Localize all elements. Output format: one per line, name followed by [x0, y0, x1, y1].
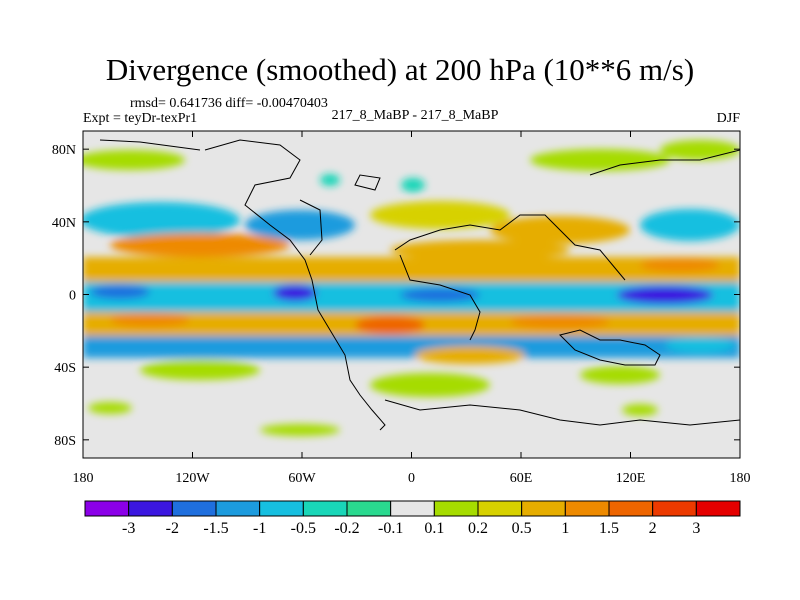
experiment-label: Expt = teyDr-texPr1: [83, 111, 198, 126]
field-patch: [370, 373, 490, 397]
colorbar: -3 -2 -1.5 -1 -0.5 -0.2 -0.1 0.1 0.2 0.5 1 1.5 2 3: [84, 500, 741, 537]
colorbar-swatch: [433, 500, 479, 517]
y-tick-label: 40N: [52, 216, 76, 231]
field-core: [355, 316, 425, 334]
y-tick-label: 80N: [52, 143, 76, 158]
colorbar-label: 2: [649, 520, 657, 537]
field-core: [110, 313, 190, 327]
colorbar-swatch: [259, 500, 304, 517]
colorbar-swatch: [608, 500, 654, 517]
north-coast: [99, 139, 201, 151]
coastlines: [99, 139, 740, 431]
colorbar-label: -1.5: [203, 520, 228, 537]
x-tick-label: 120W: [175, 471, 210, 486]
x-tick-label: 60W: [288, 471, 316, 486]
colorbar-swatch: [84, 500, 130, 517]
central-america-coast: [299, 199, 323, 256]
field-patch: [83, 150, 185, 170]
y-tick-label: 0: [69, 289, 76, 304]
x-tick-label: 0: [408, 471, 415, 486]
colorbar-label: 1: [561, 520, 569, 537]
island-coast: [354, 174, 381, 191]
axis-layer: 180 120W 60W 0 60E 120E 180 80N 40N 0 40S 80S: [52, 131, 751, 486]
x-tick-label: 60E: [510, 471, 533, 486]
colorbar-label: -0.2: [334, 520, 359, 537]
colorbar-swatch: [477, 500, 523, 517]
eurasia-south-coast: [394, 214, 626, 281]
colorbar-label: -2: [166, 520, 179, 537]
colorbar-swatch: [128, 500, 173, 517]
field-band-north-subtropics: [83, 257, 740, 283]
field-patch: [110, 233, 290, 257]
field-patch: [83, 202, 240, 238]
colorbar-label: 0.5: [512, 520, 532, 537]
field-patch: [140, 360, 260, 380]
field-patch: [660, 140, 740, 160]
field-patch: [401, 178, 425, 192]
chart-title: Divergence (smoothed) at 200 hPa (10**6 …: [105, 52, 695, 87]
field-patch: [622, 404, 658, 416]
colorbar-swatch: [346, 500, 392, 517]
colorbar-swatch: [564, 500, 610, 517]
field-patch: [640, 209, 740, 241]
field-patch: [530, 149, 670, 171]
field-patch: [245, 210, 355, 240]
colorbar-label: 1.5: [599, 520, 619, 537]
colorbar-swatch: [171, 500, 217, 517]
x-tick-label: 120E: [616, 471, 646, 486]
field-patch: [415, 346, 525, 364]
rmsd-diff-label: rmsd= 0.641736 diff= -0.00470403: [130, 96, 328, 111]
colorbar-label: -0.1: [378, 520, 403, 537]
colorbar-swatch: [695, 500, 741, 517]
field-core: [510, 315, 610, 329]
field-patch: [370, 201, 510, 229]
contour-field: [83, 140, 740, 436]
field-patch: [320, 174, 340, 186]
colorbar-label: 0.1: [424, 520, 444, 537]
colorbar-swatch: [302, 500, 348, 517]
field-core: [400, 288, 480, 302]
colorbar-label: -1: [253, 520, 266, 537]
colorbar-swatch: [215, 500, 261, 517]
antarctic-coast: [384, 399, 740, 426]
field-patch: [260, 424, 340, 436]
colorbar-swatch: [521, 500, 566, 517]
field-core: [617, 286, 713, 304]
colorbar-swatch: [652, 500, 697, 517]
australia-coast: [559, 329, 661, 366]
field-core: [273, 285, 317, 301]
colorbar-swatch: [390, 500, 435, 517]
y-tick-label: 40S: [54, 361, 76, 376]
colorbar-label: 3: [692, 520, 700, 537]
field-core: [640, 258, 720, 272]
africa-coast: [399, 254, 481, 341]
field-patch: [665, 337, 735, 353]
field-patch: [390, 240, 570, 260]
colorbar-label: -3: [122, 520, 135, 537]
field-core: [90, 285, 150, 299]
x-tick-label: 180: [730, 471, 751, 486]
y-tick-label: 80S: [54, 434, 76, 449]
colorbar-label: -0.5: [291, 520, 316, 537]
field-patch: [580, 366, 660, 384]
case-label: 217_8_MaBP - 217_8_MaBP: [331, 108, 499, 123]
colorbar-label: 0.2: [468, 520, 488, 537]
americas-coast: [204, 139, 386, 431]
field-patch: [88, 402, 132, 414]
field-band-south-midlatitudes: [83, 336, 740, 358]
x-tick-label: 180: [73, 471, 94, 486]
season-label: DJF: [716, 111, 740, 126]
arctic-coast: [589, 149, 740, 176]
